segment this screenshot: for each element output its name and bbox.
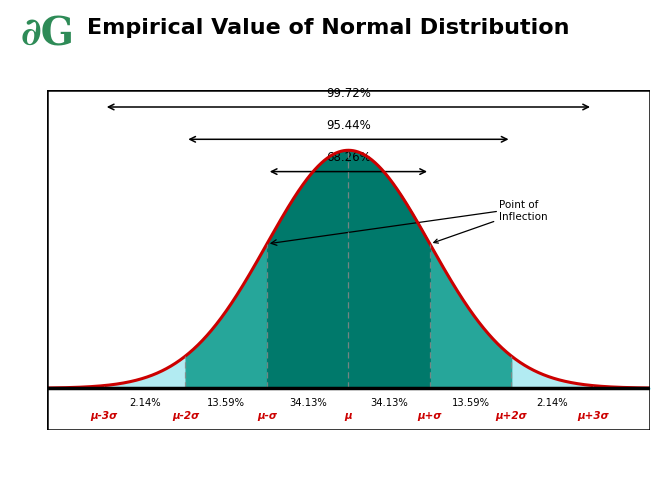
Text: 2.14%: 2.14% — [129, 398, 161, 408]
Text: μ-2σ: μ-2σ — [172, 411, 199, 421]
Text: μ-3σ: μ-3σ — [90, 411, 117, 421]
Text: 34.13%: 34.13% — [289, 398, 326, 408]
Text: 68.26%: 68.26% — [326, 151, 371, 164]
Text: μ+2σ: μ+2σ — [496, 411, 527, 421]
Text: 34.13%: 34.13% — [371, 398, 408, 408]
Text: μ+σ: μ+σ — [417, 411, 442, 421]
Text: 13.59%: 13.59% — [207, 398, 245, 408]
Text: μ-σ: μ-σ — [257, 411, 277, 421]
Text: 2.14%: 2.14% — [536, 398, 568, 408]
Text: 95.44%: 95.44% — [326, 119, 371, 132]
Text: μ: μ — [344, 411, 352, 421]
Text: Empirical Value of Normal Distribution: Empirical Value of Normal Distribution — [87, 18, 570, 38]
Text: ∂G: ∂G — [20, 15, 74, 53]
Text: 99.72%: 99.72% — [326, 86, 371, 100]
Text: 13.59%: 13.59% — [452, 398, 490, 408]
Text: μ+3σ: μ+3σ — [577, 411, 609, 421]
Text: Point of
Inflection: Point of Inflection — [434, 200, 548, 243]
